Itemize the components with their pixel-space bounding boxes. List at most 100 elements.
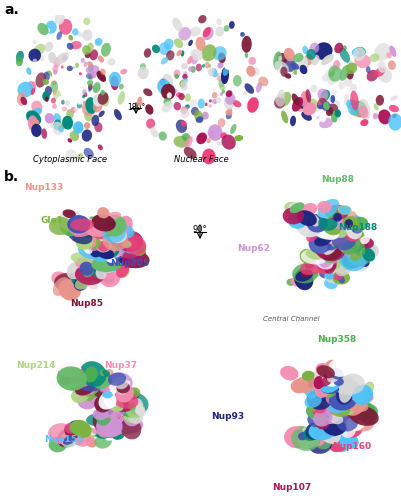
Ellipse shape [74, 376, 101, 392]
Ellipse shape [189, 26, 200, 36]
Ellipse shape [314, 434, 330, 450]
Ellipse shape [348, 255, 369, 272]
Ellipse shape [330, 441, 346, 452]
Ellipse shape [73, 122, 83, 134]
Ellipse shape [128, 410, 143, 424]
Ellipse shape [348, 232, 356, 238]
Ellipse shape [329, 64, 335, 72]
Ellipse shape [308, 215, 319, 226]
Ellipse shape [81, 130, 92, 141]
Ellipse shape [183, 71, 187, 76]
Ellipse shape [81, 378, 101, 396]
Ellipse shape [317, 240, 324, 247]
Ellipse shape [98, 410, 107, 424]
Ellipse shape [119, 250, 149, 268]
Ellipse shape [174, 74, 178, 79]
Ellipse shape [98, 416, 118, 434]
Ellipse shape [310, 216, 331, 232]
Ellipse shape [101, 263, 109, 271]
Ellipse shape [116, 384, 128, 394]
Ellipse shape [324, 396, 344, 413]
Ellipse shape [343, 77, 352, 87]
Ellipse shape [305, 250, 322, 260]
Ellipse shape [85, 426, 96, 436]
Ellipse shape [302, 92, 310, 102]
Ellipse shape [118, 258, 130, 264]
Ellipse shape [313, 368, 327, 384]
Ellipse shape [116, 389, 128, 398]
Ellipse shape [204, 62, 209, 68]
Ellipse shape [32, 40, 36, 44]
Ellipse shape [315, 116, 319, 119]
Ellipse shape [331, 89, 336, 95]
Ellipse shape [317, 262, 332, 274]
Ellipse shape [336, 416, 362, 438]
Ellipse shape [244, 52, 248, 58]
Ellipse shape [290, 429, 303, 440]
Ellipse shape [342, 256, 361, 268]
Ellipse shape [336, 62, 341, 66]
Ellipse shape [109, 229, 127, 243]
Ellipse shape [91, 252, 107, 261]
Text: Nup160: Nup160 [331, 442, 370, 451]
Ellipse shape [56, 32, 62, 40]
Ellipse shape [81, 267, 99, 281]
Ellipse shape [115, 240, 140, 258]
Ellipse shape [301, 370, 314, 380]
Ellipse shape [166, 92, 171, 98]
Ellipse shape [389, 96, 397, 101]
Ellipse shape [53, 277, 70, 296]
Ellipse shape [85, 277, 95, 283]
Ellipse shape [51, 98, 56, 103]
Ellipse shape [337, 417, 355, 438]
Ellipse shape [216, 18, 221, 25]
Ellipse shape [211, 68, 217, 74]
Ellipse shape [113, 224, 134, 238]
Ellipse shape [106, 221, 127, 240]
Ellipse shape [338, 406, 354, 424]
Ellipse shape [59, 280, 69, 288]
Ellipse shape [61, 56, 65, 62]
Ellipse shape [83, 18, 90, 25]
Ellipse shape [377, 61, 385, 73]
Ellipse shape [317, 199, 338, 218]
Ellipse shape [297, 432, 307, 440]
Ellipse shape [316, 258, 334, 272]
Ellipse shape [374, 68, 384, 78]
Ellipse shape [50, 81, 58, 92]
Ellipse shape [46, 70, 52, 79]
Ellipse shape [314, 374, 334, 390]
Ellipse shape [115, 264, 129, 272]
Ellipse shape [85, 236, 102, 251]
Ellipse shape [111, 416, 143, 434]
Ellipse shape [145, 104, 153, 115]
Ellipse shape [296, 210, 316, 226]
Ellipse shape [102, 221, 115, 228]
Text: Nup155: Nup155 [44, 436, 83, 444]
Ellipse shape [342, 216, 358, 229]
Ellipse shape [305, 422, 324, 440]
Ellipse shape [184, 94, 190, 102]
Ellipse shape [100, 68, 106, 75]
Ellipse shape [105, 434, 114, 440]
Ellipse shape [354, 255, 364, 263]
Ellipse shape [77, 153, 83, 160]
Ellipse shape [328, 225, 342, 239]
Ellipse shape [75, 265, 100, 283]
Ellipse shape [308, 437, 331, 454]
Ellipse shape [73, 232, 88, 245]
Ellipse shape [354, 230, 363, 238]
Ellipse shape [321, 224, 343, 241]
Ellipse shape [277, 56, 281, 61]
Ellipse shape [324, 208, 336, 218]
Ellipse shape [324, 385, 336, 395]
Ellipse shape [294, 269, 313, 290]
Ellipse shape [102, 391, 113, 398]
Ellipse shape [59, 19, 72, 35]
Ellipse shape [124, 406, 140, 423]
Ellipse shape [87, 42, 93, 51]
Ellipse shape [37, 23, 49, 35]
Ellipse shape [96, 415, 122, 438]
Ellipse shape [51, 80, 57, 86]
Ellipse shape [39, 55, 45, 62]
